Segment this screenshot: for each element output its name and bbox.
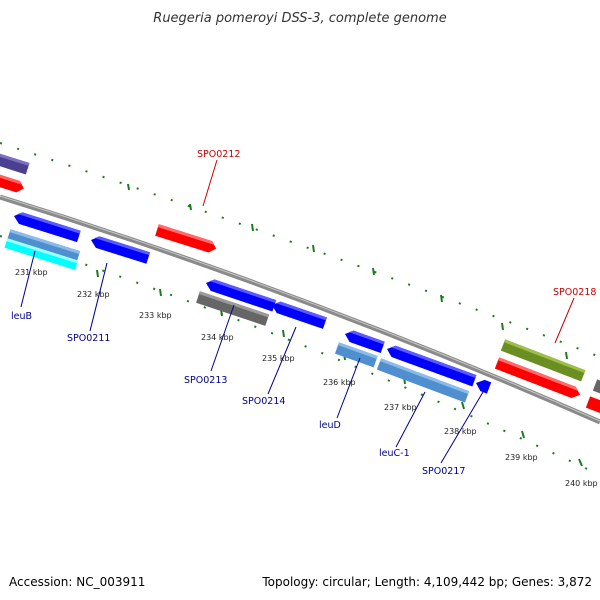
feature-red-left[interactable] [0,172,26,194]
gene-label-spo0214[interactable]: SPO0214 [242,396,285,407]
feature-leub[interactable] [12,210,81,243]
inner-dotted-track [0,235,600,476]
feature-purple-left[interactable] [0,151,30,175]
gene-label-leud[interactable]: leuD [319,420,341,431]
tick-label: 233 kbp [139,311,172,320]
leader-leud [336,357,361,419]
gene-label-leuc-1[interactable]: leuC-1 [379,448,410,459]
leader-spo0212 [202,159,218,207]
accession-text: Accession: NC_003911 [9,575,145,589]
feature-spo0214[interactable] [270,299,327,329]
feature-leub-steelblue[interactable] [7,229,81,261]
tick-labels: 231 kbp 232 kbp 233 kbp 234 kbp 235 kbp … [15,268,598,488]
feature-leub-cyan[interactable] [4,238,79,271]
feature-spo0213[interactable] [204,277,277,312]
backbone-highlight [0,195,600,422]
feature-spo0218-olive[interactable] [500,339,586,382]
tick-label: 234 kbp [201,333,234,342]
gene-label-spo0217[interactable]: SPO0217 [422,466,465,477]
feature-leud[interactable] [343,328,385,354]
map-title: Ruegeria pomeroyi DSS-3, complete genome [153,11,446,26]
leader-lines [20,159,575,464]
leader-spo0218 [554,297,575,344]
tick-label: 238 kbp [444,427,477,436]
tick-label: 235 kbp [262,354,295,363]
leader-leub [20,250,36,308]
feature-leuc-1[interactable] [385,343,477,387]
feature-red-right-edge[interactable] [585,396,600,417]
genome-summary-text: Topology: circular; Length: 4,109,442 bp… [261,575,592,589]
tick-label: 232 kbp [77,290,110,299]
tick-label: 236 kbp [323,378,356,387]
leader-spo0214 [267,326,297,395]
feature-spo0217[interactable] [474,377,492,394]
tick-label: 231 kbp [15,268,48,277]
leader-spo0213 [210,304,235,372]
feature-leud-steelblue[interactable] [334,342,378,368]
backbone [0,194,600,425]
tick-label: 239 kbp [505,453,538,462]
feature-red-right[interactable] [494,357,582,400]
feature-leuc-1-steelblue[interactable] [376,358,470,403]
feature-gray-right-edge[interactable] [592,379,600,398]
tick-label: 240 kbp [565,479,598,488]
leader-spo0217 [440,391,484,464]
outer-major-ticks [127,183,568,360]
leader-spo0211 [89,262,108,332]
leader-leuc-1 [395,391,426,448]
gene-label-spo0212[interactable]: SPO0212 [197,149,240,160]
outer-dotted-track [0,142,600,358]
tick-label: 237 kbp [384,403,417,412]
gene-label-spo0213[interactable]: SPO0213 [184,375,227,386]
gene-labels: SPO0212 SPO0218 leuB SPO0211 SPO0213 SPO… [11,149,596,477]
feature-spo0211[interactable] [89,234,151,264]
gene-label-leub[interactable]: leuB [11,311,32,322]
gene-label-spo0218[interactable]: SPO0218 [553,287,596,298]
gene-label-spo0211[interactable]: SPO0211 [67,333,110,344]
feature-spo0212[interactable] [155,224,218,254]
